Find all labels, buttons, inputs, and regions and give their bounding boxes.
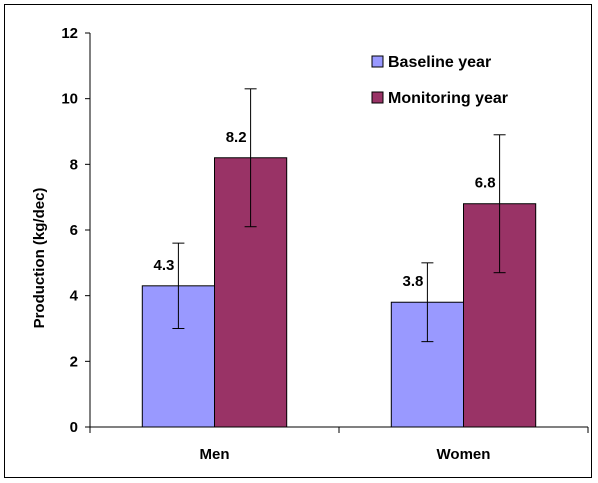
data-label: 4.3 — [154, 257, 175, 274]
x-axis: Men Women — [89, 426, 589, 463]
y-axis-title: Production (kg/dec) — [31, 188, 48, 329]
data-labels: 4.3 3.8 8.2 6.8 — [154, 129, 496, 290]
error-bars — [172, 88, 506, 343]
y-tick-label: 10 — [61, 91, 78, 108]
x-tick-label: Women — [437, 446, 491, 463]
legend-label: Baseline year — [388, 54, 491, 71]
legend: Baseline year Monitoring year — [371, 54, 508, 107]
y-tick-label: 12 — [61, 25, 78, 42]
legend-swatch — [371, 91, 384, 104]
data-label: 6.8 — [475, 175, 496, 192]
y-tick-label: 0 — [70, 419, 78, 436]
y-tick-label: 6 — [70, 222, 78, 239]
legend-label: Monitoring year — [388, 90, 508, 107]
x-tick-label: Men — [200, 446, 230, 463]
y-tick-label: 4 — [70, 288, 79, 305]
bars — [141, 157, 537, 428]
y-tick-label: 2 — [70, 353, 78, 370]
y-tick-label: 8 — [70, 156, 78, 173]
data-label: 3.8 — [403, 273, 424, 290]
y-axis: 0 2 4 6 8 10 12 — [61, 25, 91, 436]
legend-swatch — [371, 55, 384, 68]
data-label: 8.2 — [226, 129, 247, 146]
